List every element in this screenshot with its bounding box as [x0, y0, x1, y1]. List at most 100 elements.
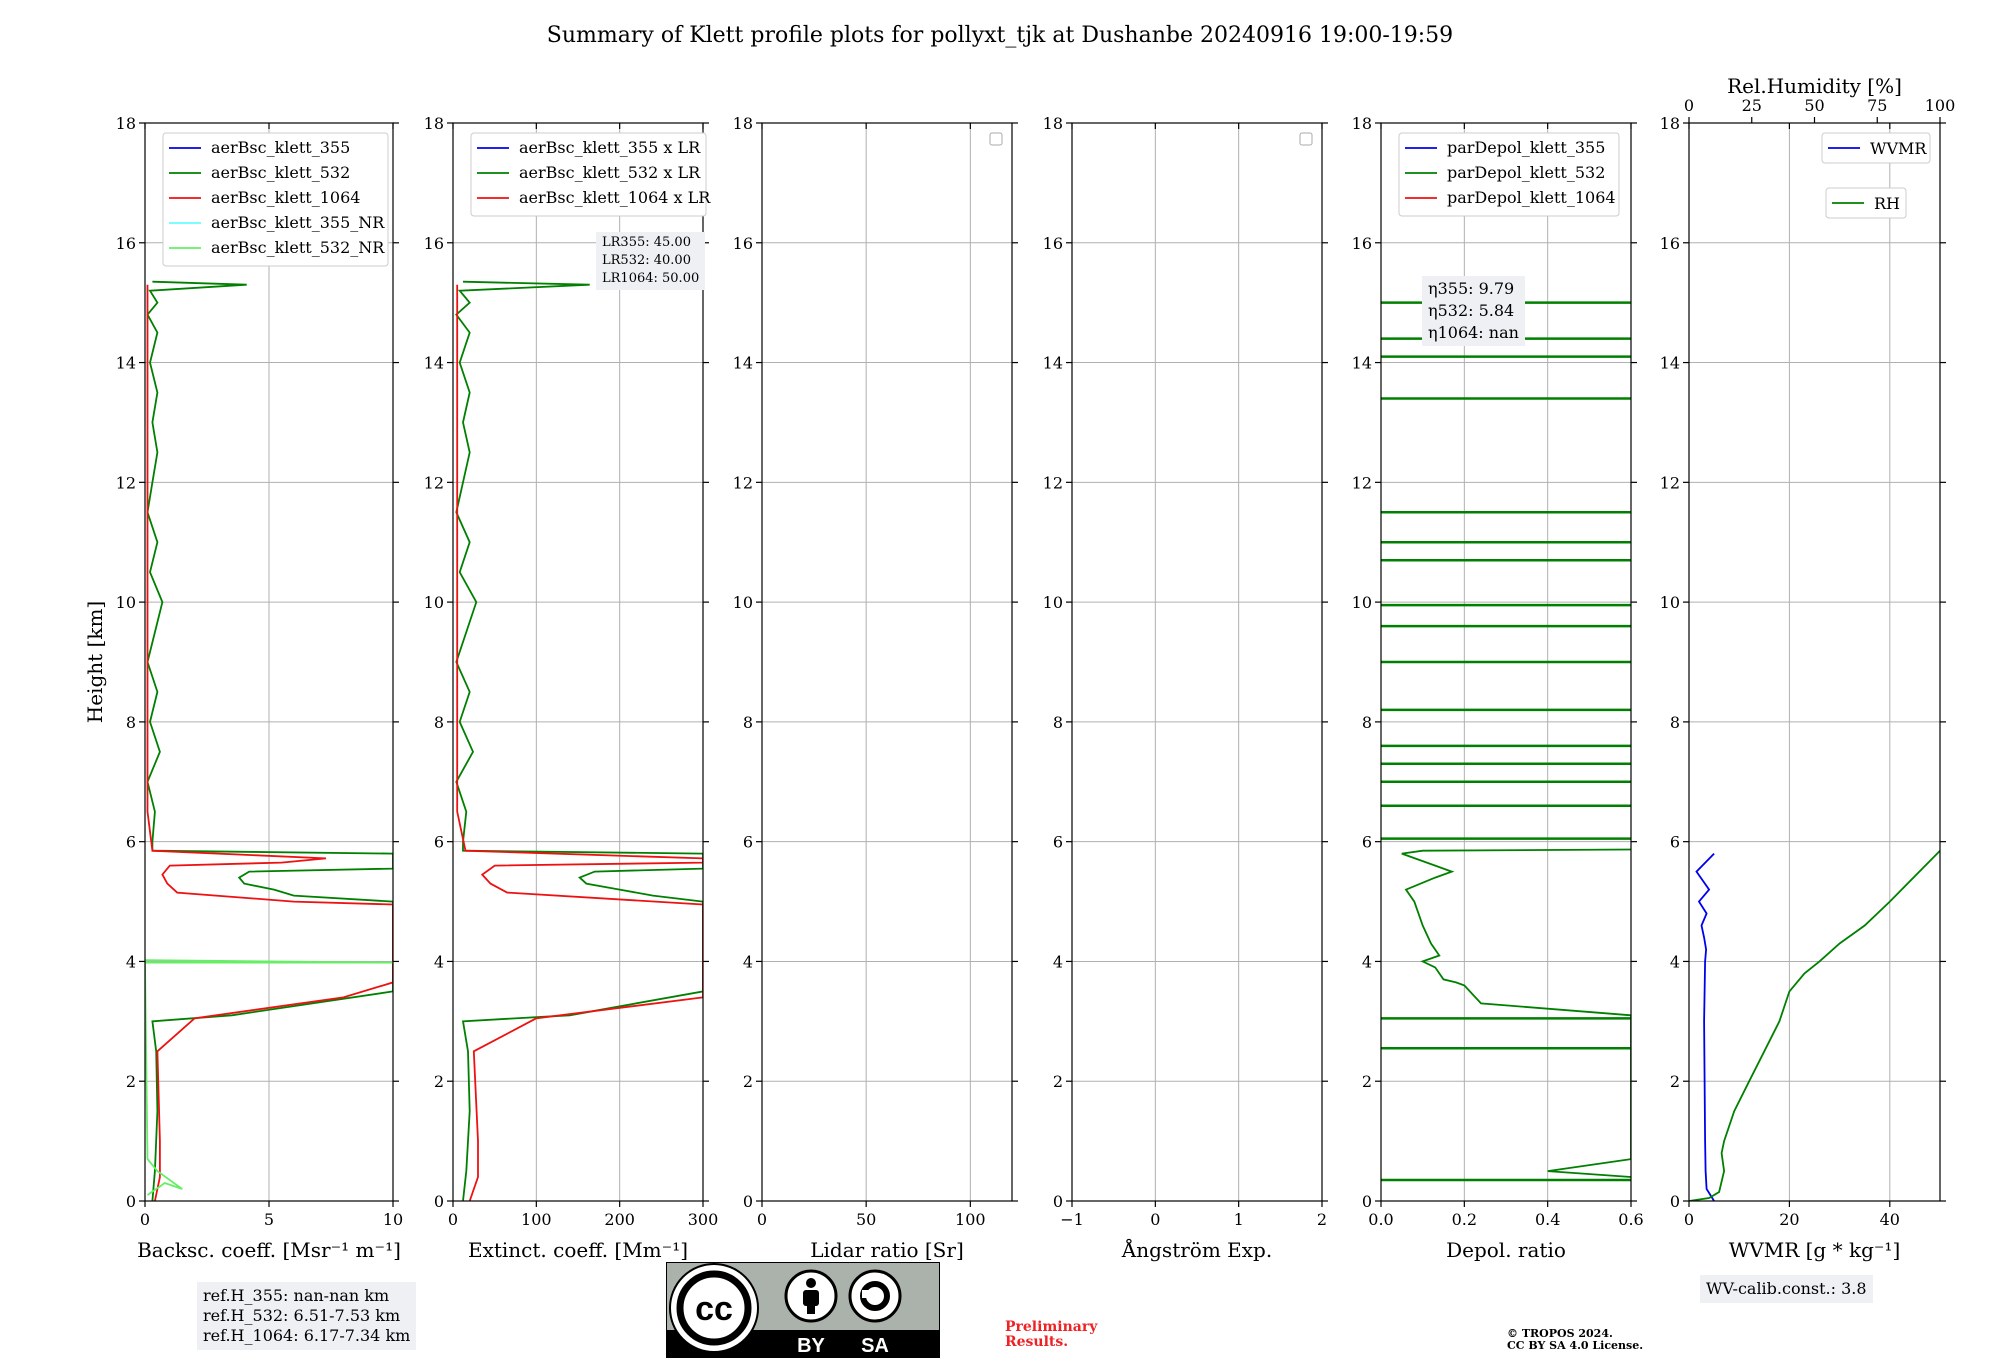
axes-frame [1380, 122, 1632, 1202]
y-tick-label: 18 [1352, 114, 1372, 133]
series-aerBsc_klett_532_NR [145, 959, 393, 1196]
x-tick-label: 0.0 [1368, 1210, 1393, 1229]
top-x-tick-label: 25 [1742, 96, 1762, 115]
x-tick-label: 0.6 [1618, 1210, 1643, 1229]
eta-box: η355: 9.79 η532: 5.84 η1064: nan [1422, 276, 1525, 346]
cc-by-sa-badge[interactable]: cc BY SA [666, 1262, 940, 1358]
panel-lidar_ratio: 0 50 100 0 2 4 6 8 10 12 14 16 18 Lidar ratio [Sr] [733, 114, 1018, 1262]
y-tick-label: 2 [126, 1072, 136, 1091]
top-x-tick-label: 100 [1925, 96, 1956, 115]
y-tick-label: 2 [434, 1072, 444, 1091]
y-tick-label: 16 [733, 234, 753, 253]
y-tick-label: 4 [1053, 952, 1063, 971]
series-aerBsc_klett_1064 [146, 284, 393, 1201]
y-tick-label: 14 [424, 354, 444, 373]
y-tick-label: 4 [743, 952, 753, 971]
svg-text:cc: cc [695, 1290, 733, 1328]
y-tick-label: 4 [1670, 952, 1680, 971]
y-tick-label: 8 [434, 713, 444, 732]
y-tick-label: 10 [1660, 593, 1680, 612]
x-axis-label: Ångström Exp. [1121, 1237, 1272, 1262]
panel-depolarization: 0.0 0.2 0.4 0.6 0 2 4 6 8 10 12 14 16 18 Depol. ratio p… [1352, 114, 1644, 1262]
y-tick-label: 8 [1362, 713, 1372, 732]
y-tick-label: 16 [1043, 234, 1063, 253]
y-tick-label: 6 [743, 833, 753, 852]
y-tick-label: 16 [1352, 234, 1372, 253]
y-tick-label: 2 [743, 1072, 753, 1091]
wv-calib: WV-calib.const.: 3.8 [1706, 1279, 1867, 1298]
legend-entry: parDepol_klett_355 [1447, 138, 1605, 157]
copyright-line1: © TROPOS 2024. [1507, 1327, 1613, 1340]
y-tick-label: 10 [1043, 593, 1063, 612]
y-tick-label: 10 [116, 593, 136, 612]
figure-title: Summary of Klett profile plots for polly… [547, 23, 1453, 48]
y-tick-label: 8 [1670, 713, 1680, 732]
x-tick-label: 50 [856, 1210, 876, 1229]
legend-entry: aerBsc_klett_355 [211, 138, 350, 157]
y-tick-label: 6 [1053, 833, 1063, 852]
eta-355: η355: 9.79 [1428, 279, 1515, 298]
y-tick-label: 18 [116, 114, 136, 133]
top-x-tick-label: 0 [1684, 96, 1694, 115]
legend-entry: RH [1874, 194, 1900, 213]
legend-entry: aerBsc_klett_532 x LR [519, 163, 701, 182]
x-axis-label: Extinct. coeff. [Mm⁻¹] [468, 1238, 688, 1262]
y-tick-label: 14 [1352, 354, 1372, 373]
legend-box [470, 132, 707, 217]
y-tick-label: 2 [1670, 1072, 1680, 1091]
y-tick-label: 12 [1352, 473, 1372, 492]
copyright-note: © TROPOS 2024. CC BY SA 4.0 License. [1507, 1328, 1643, 1352]
legend-entry: aerBsc_klett_532 [211, 163, 350, 182]
x-tick-label: 0 [1684, 1210, 1694, 1229]
ref-h-355: ref.H_355: nan-nan km [203, 1286, 390, 1305]
y-tick-label: 8 [126, 713, 136, 732]
ref-h-1064: ref.H_1064: 6.17-7.34 km [203, 1326, 411, 1345]
legend-entry: parDepol_klett_1064 [1447, 188, 1616, 207]
lr-1064: LR1064: 50.00 [602, 271, 700, 286]
legend-entry: aerBsc_klett_355 x LR [519, 138, 701, 157]
top-x-tick-label: 75 [1867, 96, 1887, 115]
top-axis-label: Rel.Humidity [%] [1727, 74, 1902, 98]
y-tick-label: 18 [424, 114, 444, 133]
y-tick-label: 14 [1043, 354, 1063, 373]
y-tick-label: 10 [1352, 593, 1372, 612]
axes-frame [761, 122, 1013, 1202]
legend-entry: aerBsc_klett_1064 x LR [519, 188, 711, 207]
y-tick-label: 8 [743, 713, 753, 732]
sa-label: SA [861, 1335, 889, 1357]
wv-calib-box: WV-calib.const.: 3.8 [1700, 1275, 1873, 1303]
ref-h-532: ref.H_532: 6.51-7.53 km [203, 1306, 401, 1325]
x-tick-label: 20 [1779, 1210, 1799, 1229]
y-axis-label: Height [km] [83, 601, 107, 723]
lidar-ratio-box: LR355: 45.00 LR532: 40.00 LR1064: 50.00 [596, 232, 706, 290]
series-WVMR [1695, 852, 1715, 1201]
y-tick-label: 0 [434, 1192, 444, 1211]
y-tick-label: 4 [434, 952, 444, 971]
copyright-line2: CC BY SA 4.0 License. [1507, 1339, 1644, 1352]
y-tick-label: 2 [1362, 1072, 1372, 1091]
legend-entry: parDepol_klett_532 [1447, 163, 1605, 182]
y-tick-label: 12 [116, 473, 136, 492]
empty-legend [989, 132, 1003, 146]
axes-frame [1688, 122, 1941, 1202]
series-aerBsc_klett_1064 x LR [456, 284, 703, 1201]
y-tick-label: 6 [434, 833, 444, 852]
legend-box [1825, 187, 1907, 219]
x-tick-label: 100 [521, 1210, 552, 1229]
y-tick-label: 18 [733, 114, 753, 133]
x-tick-label: 2 [1317, 1210, 1327, 1229]
share-alike-icon [848, 1269, 902, 1323]
empty-legend [1299, 132, 1313, 146]
legend-entry: aerBsc_klett_532_NR [211, 238, 385, 257]
eta-1064: η1064: nan [1428, 323, 1519, 342]
x-tick-label: 5 [264, 1210, 274, 1229]
preliminary-note: Preliminary Results. [1005, 1320, 1097, 1350]
y-tick-label: 4 [126, 952, 136, 971]
series-RH [1689, 850, 1940, 1201]
y-tick-label: 0 [126, 1192, 136, 1211]
panel-backscatter: 0 5 10 0 2 4 6 8 10 12 14 16 18 Backsc. coeff. [Msr⁻¹… [116, 114, 404, 1262]
legend-box [1398, 132, 1620, 217]
y-tick-label: 6 [126, 833, 136, 852]
axes-frame [1071, 122, 1323, 1202]
